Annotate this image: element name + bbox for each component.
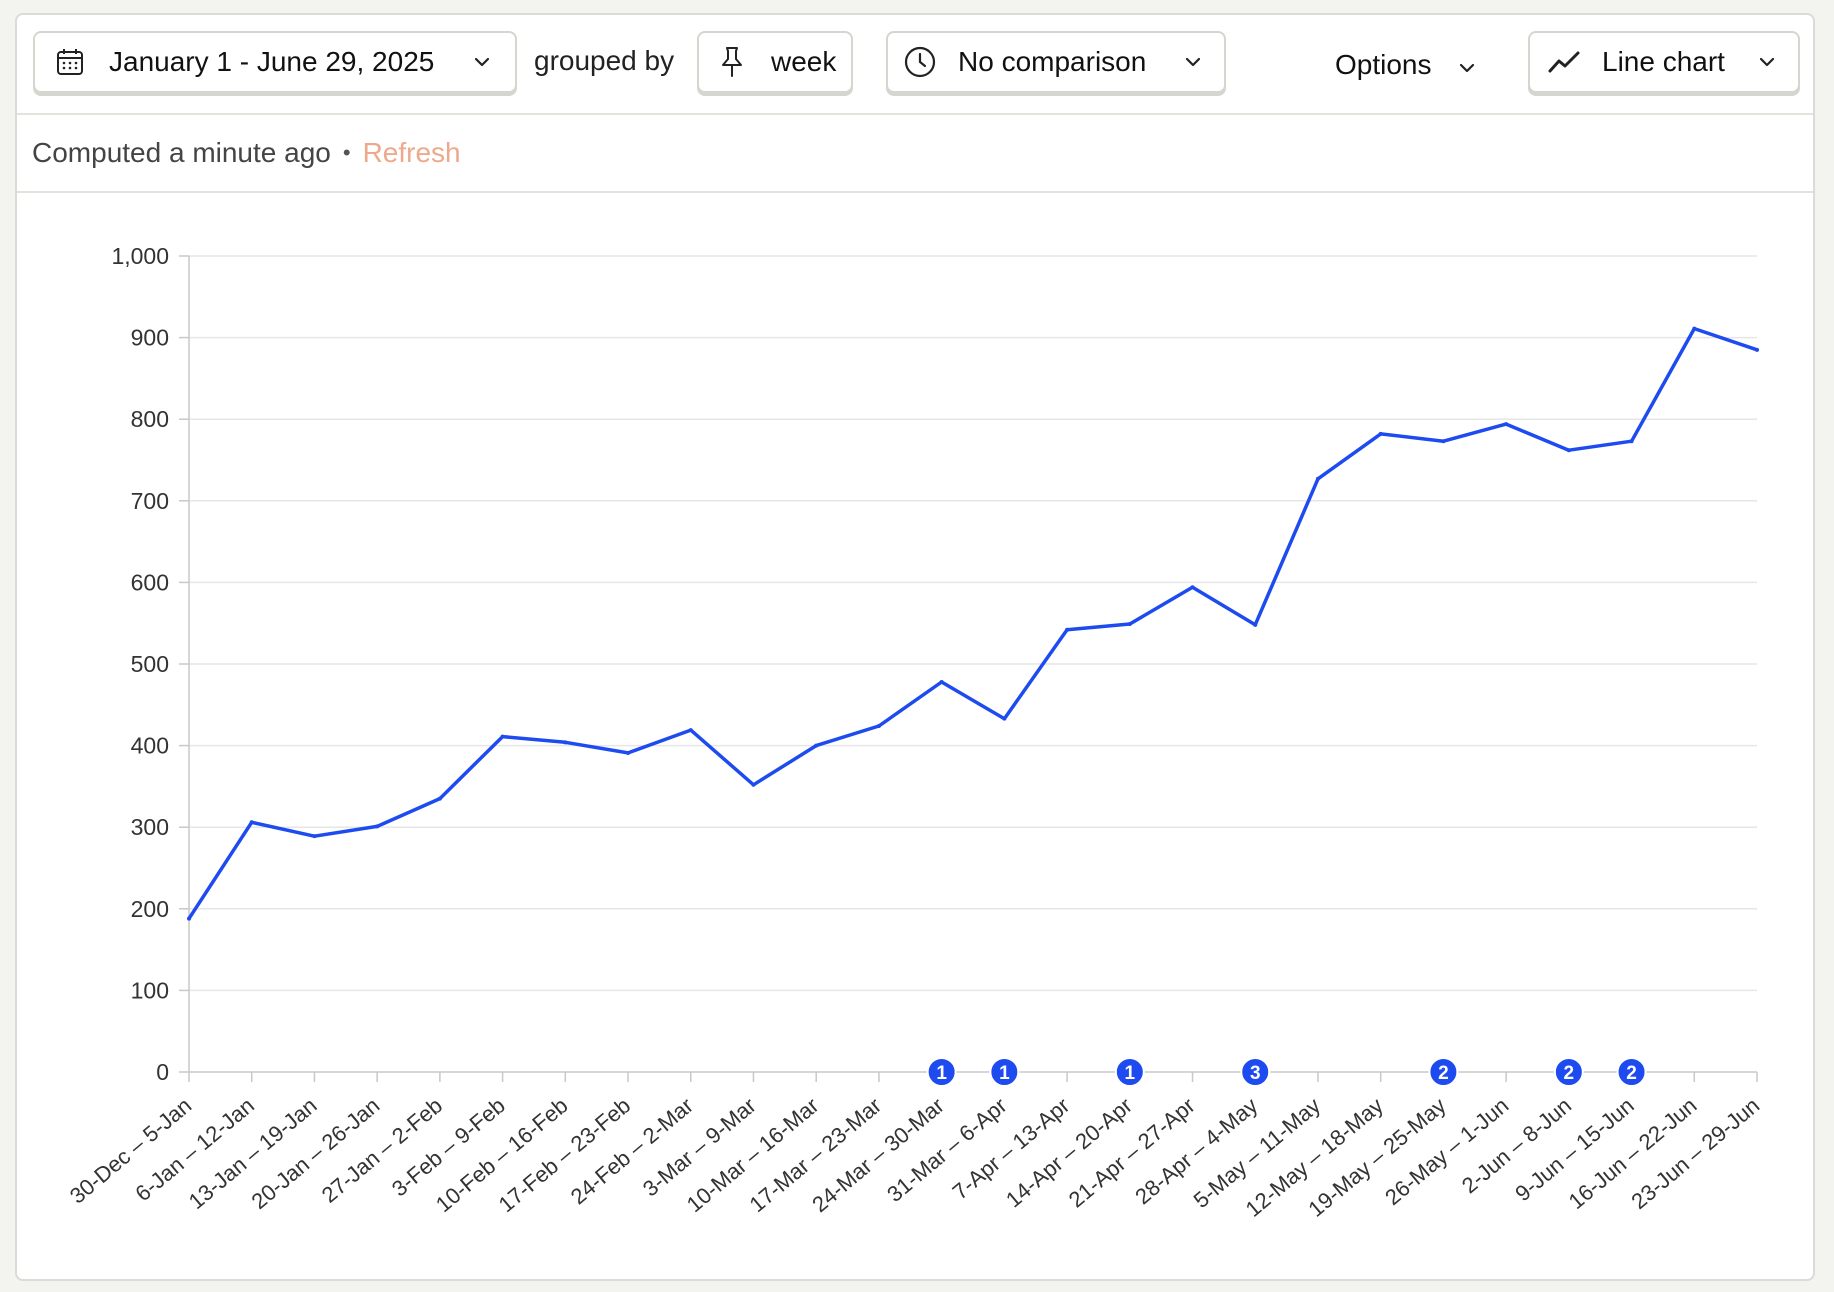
y-tick-label: 200 xyxy=(131,896,169,922)
data-point xyxy=(1692,326,1697,331)
annotation-badge xyxy=(926,1057,957,1087)
pin-icon xyxy=(717,45,747,79)
data-point xyxy=(751,782,756,787)
data-point xyxy=(1253,622,1258,627)
data-point xyxy=(563,740,568,745)
y-tick-label: 700 xyxy=(131,488,169,514)
chevron-down-icon xyxy=(1184,56,1202,68)
date-range-button[interactable]: January 1 - June 29, 2025 xyxy=(33,31,517,93)
status-bar: Computed a minute ago • Refresh xyxy=(17,115,1813,193)
annotation-count: 1 xyxy=(1125,1063,1136,1084)
insight-card: January 1 - June 29, 2025 grouped by wee… xyxy=(15,13,1815,1281)
computed-text: Computed a minute ago xyxy=(32,137,331,168)
comparison-button[interactable]: No comparison xyxy=(886,31,1226,93)
data-point xyxy=(1002,716,1007,721)
data-point xyxy=(876,724,881,729)
data-point xyxy=(1315,476,1320,481)
y-tick-label: 1,000 xyxy=(111,243,169,269)
options-dropdown[interactable]: Options xyxy=(1335,45,1476,85)
line-chart: 01002003004005006007008009001,00030-Dec … xyxy=(65,243,1764,1222)
y-tick-label: 600 xyxy=(131,569,169,595)
chevron-down-icon xyxy=(1458,49,1476,81)
data-point xyxy=(375,824,380,829)
comparison-label: No comparison xyxy=(958,46,1147,77)
y-tick-label: 900 xyxy=(131,325,169,351)
interval-label: week xyxy=(771,46,837,77)
calendar-icon xyxy=(53,47,87,77)
data-point xyxy=(1441,439,1446,444)
annotation-count: 2 xyxy=(1626,1063,1637,1084)
y-tick-label: 500 xyxy=(131,651,169,677)
options-label: Options xyxy=(1335,49,1432,80)
grouped-by-label: grouped by xyxy=(534,45,675,76)
chart-type-label: Line chart xyxy=(1602,46,1725,77)
data-point xyxy=(249,820,254,825)
data-point xyxy=(1504,422,1509,427)
data-point xyxy=(500,734,505,739)
data-point xyxy=(437,796,442,801)
chevron-down-icon xyxy=(473,56,491,68)
refresh-link[interactable]: Refresh xyxy=(362,137,461,168)
data-point xyxy=(1190,585,1195,590)
data-point xyxy=(187,916,191,921)
annotation-count: 1 xyxy=(936,1063,947,1084)
data-point xyxy=(1065,627,1070,632)
interval-button[interactable]: week xyxy=(697,31,853,93)
annotation-count: 3 xyxy=(1250,1063,1261,1084)
annotation-badge xyxy=(1616,1057,1647,1087)
data-point xyxy=(814,743,819,748)
toolbar: January 1 - June 29, 2025 grouped by wee… xyxy=(17,15,1813,115)
date-range-label: January 1 - June 29, 2025 xyxy=(109,46,435,77)
annotation-count: 2 xyxy=(1564,1063,1575,1084)
y-tick-label: 400 xyxy=(131,733,169,759)
data-point xyxy=(1127,622,1132,627)
y-tick-label: 800 xyxy=(131,406,169,432)
chevron-down-icon xyxy=(1758,56,1776,68)
data-point xyxy=(1629,439,1634,444)
data-point xyxy=(1566,448,1571,453)
data-point xyxy=(688,728,693,733)
data-point xyxy=(312,834,317,839)
line-chart-icon xyxy=(1546,49,1582,75)
data-point xyxy=(1378,431,1383,436)
y-tick-label: 300 xyxy=(131,814,169,840)
data-point xyxy=(1755,347,1759,352)
y-tick-label: 100 xyxy=(131,977,169,1003)
annotation-badge xyxy=(1240,1057,1271,1087)
annotation-badge xyxy=(1114,1057,1145,1087)
separator-dot: • xyxy=(342,140,351,165)
annotation-count: 2 xyxy=(1438,1063,1449,1084)
annotation-count: 1 xyxy=(999,1063,1010,1084)
annotation-badge xyxy=(1428,1057,1459,1087)
chart-type-button[interactable]: Line chart xyxy=(1528,31,1800,93)
annotation-badge xyxy=(1553,1057,1584,1087)
data-point xyxy=(939,679,944,684)
y-tick-label: 0 xyxy=(156,1059,169,1085)
series-line xyxy=(187,326,1759,921)
clock-icon xyxy=(902,45,938,79)
annotation-badge xyxy=(989,1057,1020,1087)
data-point xyxy=(626,750,631,755)
